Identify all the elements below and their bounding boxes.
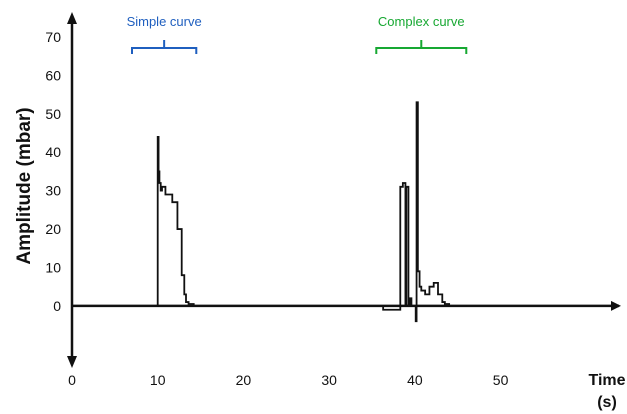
y-tick-label: 10 [45, 259, 61, 275]
annotation-bracket [375, 40, 468, 54]
x-tick-label: 10 [150, 372, 166, 388]
y-tick-label: 40 [45, 144, 61, 160]
axes [67, 12, 621, 368]
y-tick-label: 60 [45, 67, 61, 83]
complex-curve-annotation: Complex curve [375, 14, 468, 54]
y-tick-label: 50 [45, 106, 61, 122]
x-tick-label: 30 [321, 372, 337, 388]
x-tick-label: 50 [493, 372, 509, 388]
annotation-bracket [131, 40, 198, 54]
y-tick-label: 30 [45, 183, 61, 199]
y-axis-arrow-bottom [67, 356, 77, 368]
y-tick-labels: 0 10 20 30 40 50 60 70 [45, 29, 61, 314]
y-tick-label: 70 [45, 29, 61, 45]
y-axis-arrow-top [67, 12, 77, 24]
x-tick-labels: 0 10 20 30 40 50 [68, 372, 508, 388]
x-tick-label: 20 [236, 372, 252, 388]
x-axis-title: Time [588, 372, 625, 389]
y-axis-title: Amplitude (mbar) [14, 107, 35, 264]
simple-curve-annotation: Simple curve [127, 14, 202, 54]
annotation-label: Complex curve [378, 14, 465, 29]
series-line [72, 101, 467, 323]
x-tick-label: 0 [68, 372, 76, 388]
series-layer [72, 101, 467, 323]
annotations: Simple curve Complex curve [127, 14, 468, 54]
annotation-label: Simple curve [127, 14, 202, 29]
x-axis-unit: (s) [597, 394, 617, 411]
y-tick-label: 0 [53, 298, 61, 314]
y-tick-label: 20 [45, 221, 61, 237]
x-tick-label: 40 [407, 372, 423, 388]
